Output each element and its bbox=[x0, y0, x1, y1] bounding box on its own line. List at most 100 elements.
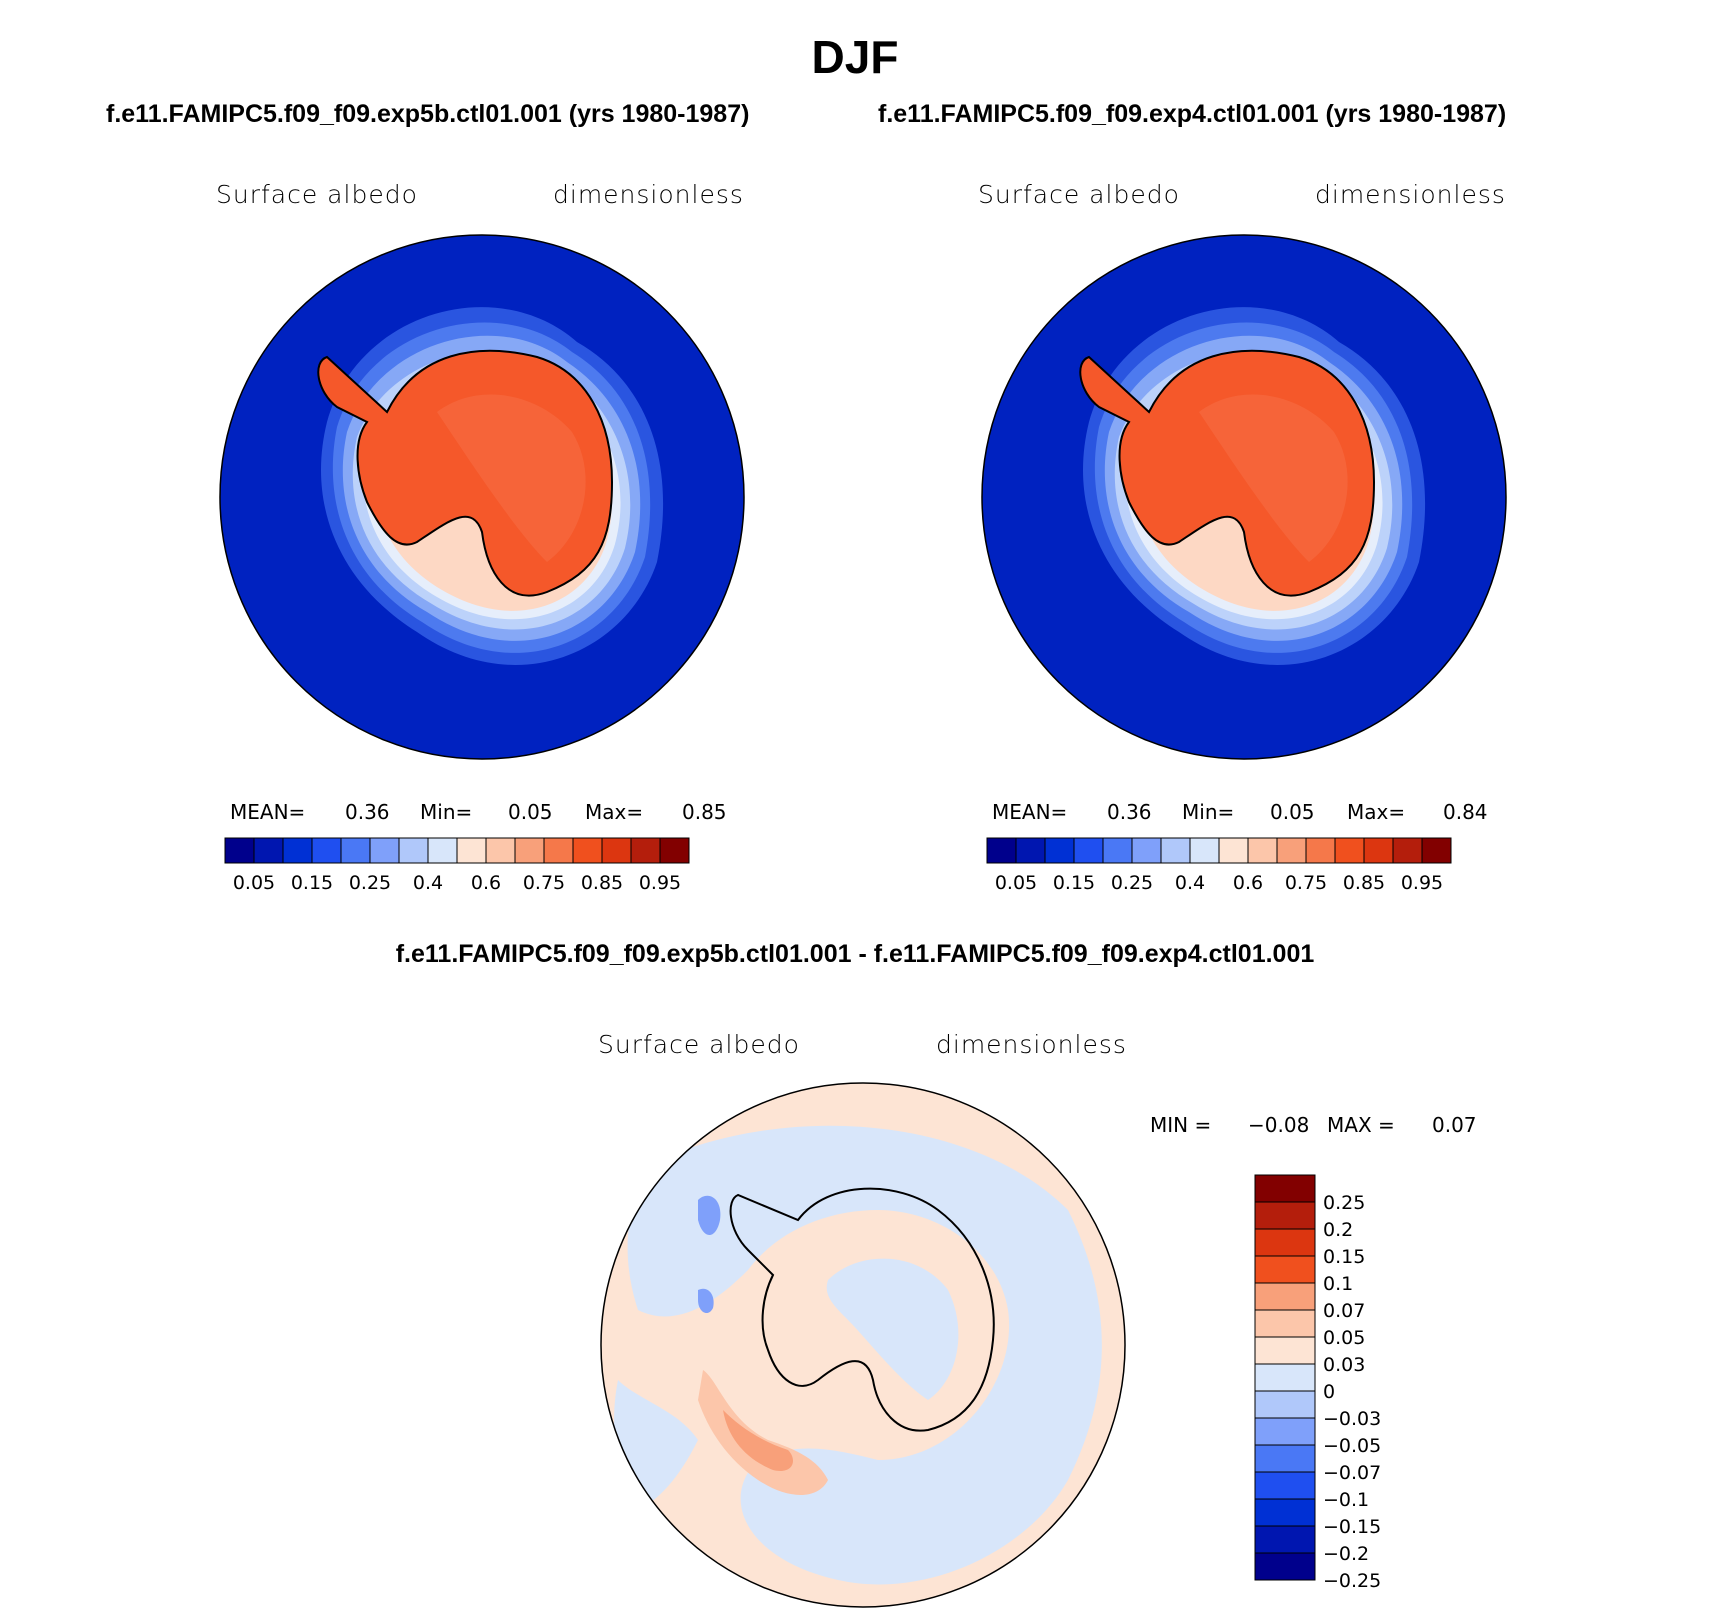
colorbar-swatch bbox=[1254, 1498, 1316, 1527]
colorbar-swatch bbox=[514, 837, 545, 864]
colorbar-tick-label: −0.1 bbox=[1323, 1489, 1369, 1511]
colorbar-tick-label: 0.4 bbox=[1175, 872, 1205, 894]
colorbar-swatch bbox=[1015, 837, 1046, 864]
colorbar-swatch bbox=[986, 837, 1017, 864]
continent-interior-shading bbox=[1199, 394, 1348, 562]
colorbar-tick-label: −0.15 bbox=[1323, 1516, 1381, 1538]
difference-field bbox=[601, 1083, 1125, 1607]
panel-2-case-title: f.e11.FAMIPC5.f09_f09.exp4.ctl01.001 (yr… bbox=[878, 100, 1507, 128]
colorbar-swatch bbox=[1102, 837, 1133, 864]
panel-1-min-label: Min= bbox=[420, 800, 473, 824]
colorbar-tick-label: −0.05 bbox=[1323, 1435, 1381, 1457]
colorbar-swatch bbox=[1254, 1336, 1316, 1365]
colorbar-swatch bbox=[1421, 837, 1452, 864]
colorbar-swatch bbox=[1160, 837, 1191, 864]
colorbar-swatch bbox=[456, 837, 487, 864]
map-boundary bbox=[981, 234, 1507, 760]
diff-variable-label: Surface albedo bbox=[598, 1030, 800, 1059]
colorbar-tick-label: 0.15 bbox=[291, 872, 333, 894]
colorbar-tick-label: 0.95 bbox=[639, 872, 681, 894]
colorbar-tick-label: 0.75 bbox=[523, 872, 565, 894]
colorbar-swatch bbox=[659, 837, 690, 864]
panel-2-units-label: dimensionless bbox=[1315, 180, 1506, 209]
colorbar-swatch bbox=[311, 837, 342, 864]
colorbar-swatch bbox=[1044, 837, 1075, 864]
antarctic-coastline bbox=[729, 1187, 995, 1432]
panel-1-max-value: 0.85 bbox=[682, 800, 727, 824]
panel-1-mean-label: MEAN= bbox=[230, 800, 306, 824]
panel-2-variable-label: Surface albedo bbox=[978, 180, 1180, 209]
panel-2-albedo-field bbox=[982, 235, 1506, 759]
antarctic-continent bbox=[1079, 349, 1376, 597]
colorbar-tick-label: −0.07 bbox=[1323, 1462, 1381, 1484]
colorbar-swatch bbox=[282, 837, 313, 864]
colorbar-swatch bbox=[1218, 837, 1249, 864]
colorbar-tick-label: −0.2 bbox=[1323, 1543, 1369, 1565]
difference-title: f.e11.FAMIPC5.f09_f09.exp5b.ctl01.001 - … bbox=[395, 940, 1315, 968]
colorbar-swatch bbox=[1276, 837, 1307, 864]
diff-units-label: dimensionless bbox=[936, 1030, 1127, 1059]
negative-anomaly-core bbox=[698, 1195, 721, 1235]
panel-2-mean-value: 0.36 bbox=[1107, 800, 1152, 824]
panel-2-colorbar: 0.05 0.15 0.25 0.4 0.6 0.75 0.85 0.95 bbox=[986, 837, 1452, 894]
colorbar-swatch bbox=[1254, 1552, 1316, 1581]
colorbar-tick-label: 0.05 bbox=[1323, 1327, 1365, 1349]
negative-anomaly-core-2 bbox=[698, 1288, 714, 1314]
colorbar-swatch bbox=[427, 837, 458, 864]
negative-diff-region bbox=[627, 1125, 1102, 1585]
colorbar-swatch bbox=[253, 837, 284, 864]
positive-anomaly-core bbox=[723, 1410, 793, 1471]
colorbar-swatch bbox=[572, 837, 603, 864]
colorbar-swatch bbox=[1254, 1390, 1316, 1419]
colorbar-tick-label: 0.07 bbox=[1323, 1300, 1365, 1322]
panel-1-colorbar: 0.05 0.15 0.25 0.4 0.6 0.75 0.85 0.95 bbox=[224, 837, 690, 894]
colorbar-swatch bbox=[1254, 1525, 1316, 1554]
panel-2-min-label: Min= bbox=[1182, 800, 1235, 824]
colorbar-tick-label: 0.15 bbox=[1053, 872, 1095, 894]
panel-1-case-title: f.e11.FAMIPC5.f09_f09.exp5b.ctl01.001 (y… bbox=[106, 100, 750, 128]
colorbar-tick-label: 0.25 bbox=[1323, 1192, 1365, 1214]
panel-1-max-label: Max= bbox=[585, 800, 644, 824]
colorbar-swatch bbox=[1254, 1201, 1316, 1230]
panel-1-min-value: 0.05 bbox=[508, 800, 553, 824]
colorbar-swatch bbox=[1392, 837, 1423, 864]
colorbar-swatch bbox=[1247, 837, 1278, 864]
colorbar-tick-label: −0.25 bbox=[1323, 1570, 1381, 1592]
panel-2-max-value: 0.84 bbox=[1443, 800, 1488, 824]
colorbar-swatch bbox=[340, 837, 371, 864]
colorbar-swatch bbox=[1254, 1255, 1316, 1284]
panel-2-mean-label: MEAN= bbox=[992, 800, 1068, 824]
colorbar-tick-label: 0.6 bbox=[471, 872, 501, 894]
colorbar-tick-label: 0.75 bbox=[1285, 872, 1327, 894]
colorbar-swatch bbox=[1254, 1282, 1316, 1311]
colorbar-tick-label: 0.25 bbox=[349, 872, 391, 894]
colorbar-swatch bbox=[1189, 837, 1220, 864]
colorbar-swatch bbox=[224, 837, 255, 864]
colorbar-swatch bbox=[1254, 1228, 1316, 1257]
difference-colorbar: 0.25 0.2 0.15 0.1 0.07 0.05 0.03 0 −0.03 −0.05 −0.… bbox=[1254, 1174, 1381, 1592]
figure-title: DJF bbox=[811, 31, 899, 83]
colorbar-swatch bbox=[1254, 1444, 1316, 1473]
colorbar-swatch bbox=[398, 837, 429, 864]
colorbar-swatch bbox=[485, 837, 516, 864]
colorbar-tick-label: 0.1 bbox=[1323, 1273, 1353, 1295]
diff-min-value: −0.08 bbox=[1248, 1113, 1310, 1137]
colorbar-tick-label: 0.85 bbox=[1343, 872, 1385, 894]
colorbar-swatch bbox=[1254, 1174, 1316, 1203]
colorbar-swatch bbox=[1305, 837, 1336, 864]
colorbar-swatch bbox=[1131, 837, 1162, 864]
colorbar-swatch bbox=[630, 837, 661, 864]
colorbar-swatch bbox=[1363, 837, 1394, 864]
continent-negative-patch bbox=[826, 1258, 959, 1400]
colorbar-tick-label: 0.4 bbox=[413, 872, 443, 894]
panel-2-max-label: Max= bbox=[1347, 800, 1406, 824]
difference-polar-map bbox=[600, 1082, 1126, 1608]
colorbar-swatch bbox=[1254, 1471, 1316, 1500]
panel-2-polar-map bbox=[981, 234, 1507, 760]
colorbar-tick-label: 0.25 bbox=[1111, 872, 1153, 894]
panel-1-polar-map bbox=[219, 234, 745, 760]
diff-max-value: 0.07 bbox=[1432, 1113, 1477, 1137]
colorbar-swatch bbox=[1073, 837, 1104, 864]
panel-2-min-value: 0.05 bbox=[1270, 800, 1315, 824]
panel-1-variable-label: Surface albedo bbox=[216, 180, 418, 209]
